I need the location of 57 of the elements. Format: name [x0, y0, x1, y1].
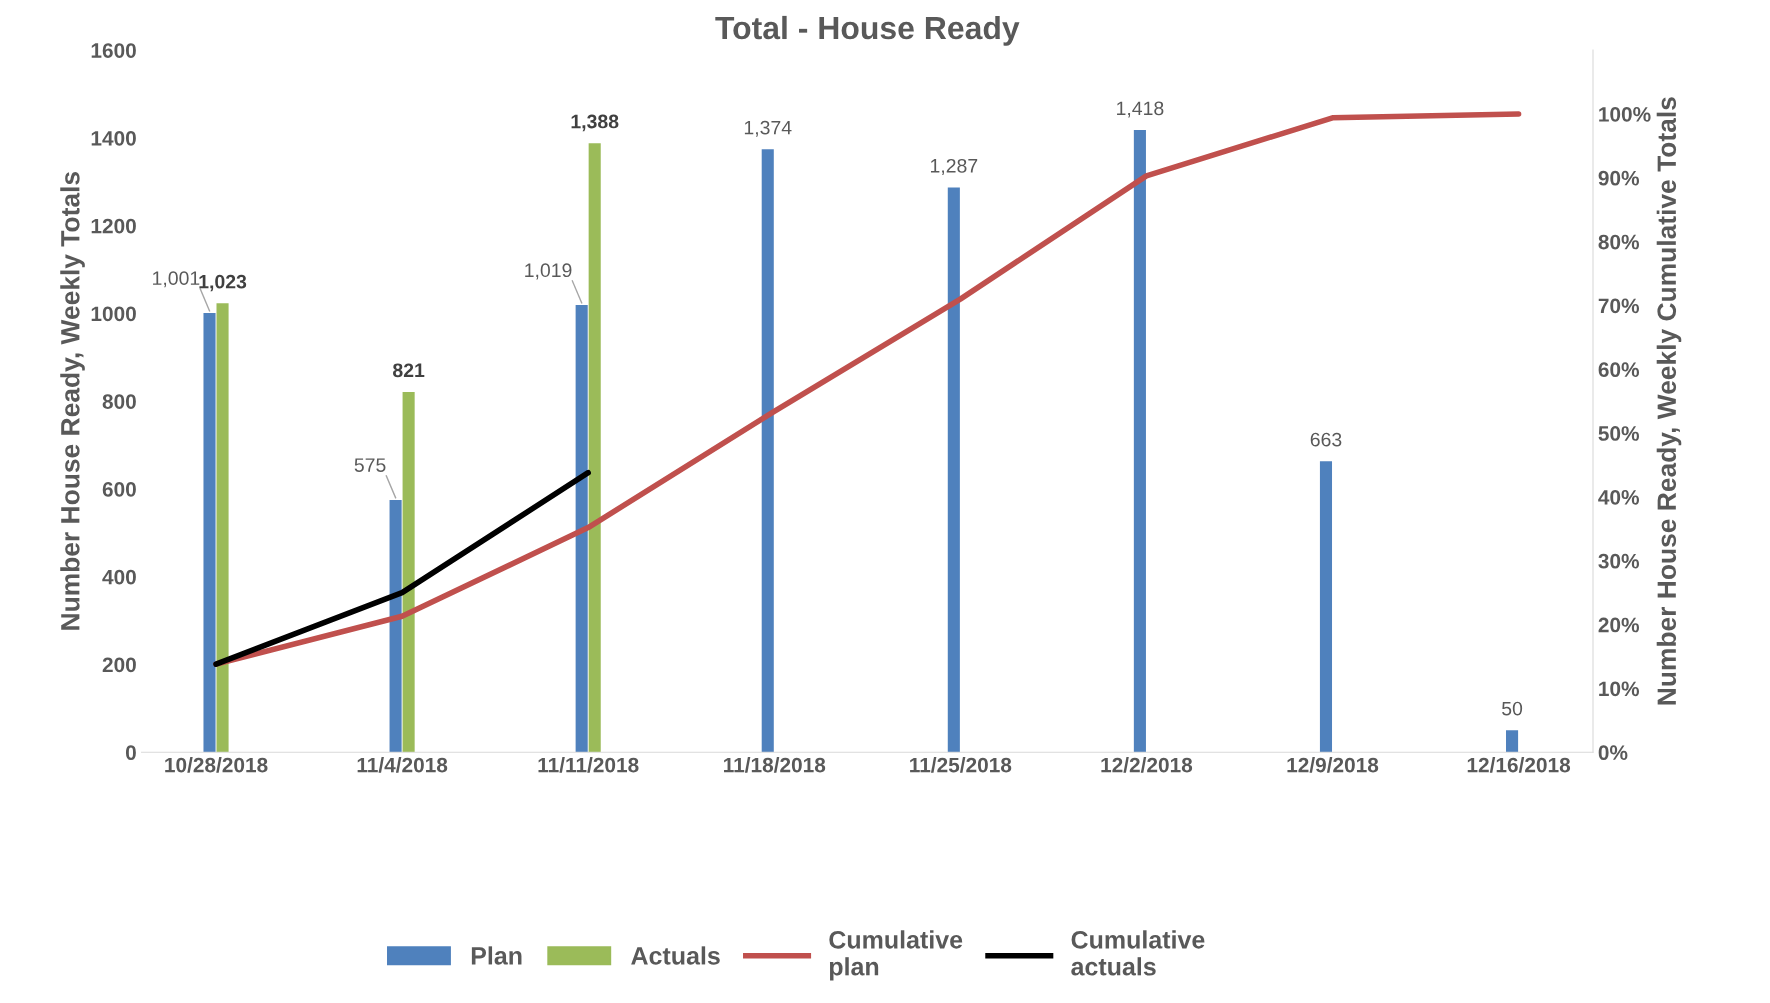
data-label: 663 [1310, 432, 1342, 447]
data-label: 1,287 [930, 158, 978, 175]
legend-label: Actuals [631, 946, 720, 965]
x-tick-label: 11/18/2018 [724, 757, 826, 773]
bar [216, 303, 229, 753]
y-tick-label: 800 [102, 394, 136, 409]
bar [1133, 130, 1146, 753]
legend-label: Plan [471, 946, 522, 965]
y2-tick-label: 60% [1598, 362, 1640, 378]
y2-axis-title: Number House Ready, Weekly Cumulative Totals [1656, 97, 1682, 705]
legend-label: Cumulative plan [829, 930, 963, 981]
bar [761, 149, 774, 753]
data-label: 1,019 [525, 263, 572, 280]
y2-tick-label: 90% [1598, 170, 1640, 186]
data-label: 1,418 [1117, 101, 1164, 118]
data-label: 1,374 [744, 120, 792, 137]
x-tick-label: 12/16/2018 [1467, 757, 1571, 773]
y2-tick-label: 20% [1598, 617, 1640, 633]
y2-tick-label: 70% [1598, 298, 1640, 314]
data-label: 575 [354, 458, 386, 472]
data-label: 1,388 [571, 114, 619, 132]
y2-tick-label: 50% [1598, 426, 1640, 441]
y2-tick-label: 40% [1598, 489, 1640, 505]
bar [1506, 730, 1519, 753]
x-tick-label: 11/25/2018 [910, 757, 1012, 773]
y2-tick-label: 100% [1599, 106, 1651, 122]
y2-tick-label: 10% [1599, 681, 1640, 697]
data-label: 1,023 [199, 274, 247, 292]
y2-tick-label: 80% [1598, 234, 1640, 250]
chart-title: Total - House Ready [715, 15, 1020, 46]
y-tick-label: 200 [102, 657, 136, 673]
data-label: 50 [1502, 701, 1523, 716]
bar [1319, 461, 1333, 753]
x-tick-label: 11/4/2018 [357, 757, 448, 773]
y-axis-title: Number House Ready, Weekly Totals [60, 172, 85, 630]
x-tick-label: 11/11/2018 [538, 757, 639, 773]
y-tick-label: 600 [102, 481, 136, 497]
y-tick-label: 1400 [91, 130, 136, 146]
x-tick-label: 12/2/2018 [1101, 757, 1193, 773]
y-tick-label: 0 [125, 745, 136, 760]
data-label: 1,001 [153, 271, 200, 288]
y-tick-label: 1200 [91, 218, 136, 234]
bar [588, 143, 601, 753]
bar [203, 313, 216, 753]
y2-tick-label: 30% [1598, 553, 1640, 569]
bar [389, 499, 402, 753]
x-tick-label: 12/9/2018 [1287, 757, 1379, 773]
y2-tick-label: 0% [1598, 745, 1628, 760]
y-tick-label: 400 [102, 569, 136, 585]
legend-label: Cumulative actuals [1071, 930, 1205, 976]
bar [402, 391, 415, 753]
y-tick-label: 1600 [91, 43, 136, 58]
bar [947, 187, 960, 753]
bar [575, 305, 588, 753]
x-tick-label: 10/28/2018 [165, 757, 268, 773]
y-tick-label: 1000 [91, 306, 136, 322]
data-label: 821 [393, 363, 425, 378]
